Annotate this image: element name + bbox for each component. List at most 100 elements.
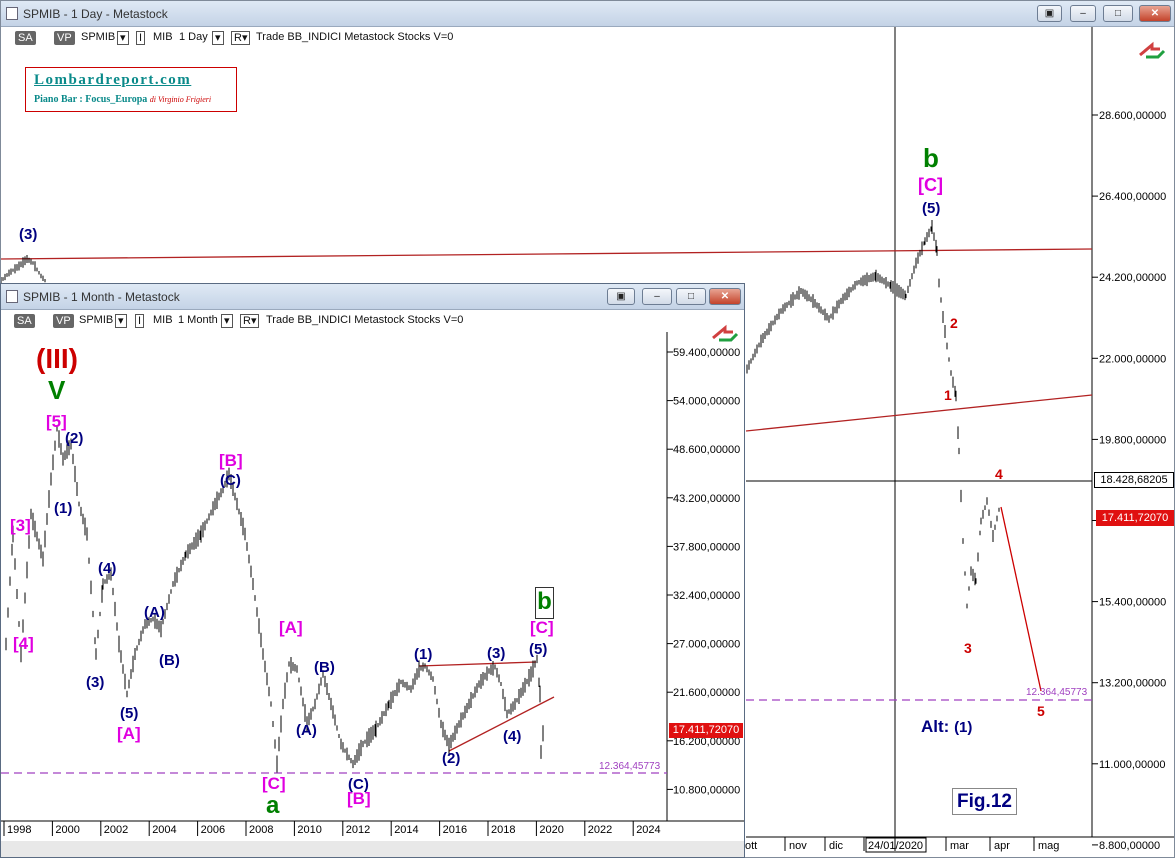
- figure-label: Fig.12: [952, 788, 1017, 815]
- daily-price-tick-label: 11.000,00000: [1099, 759, 1165, 771]
- wave-label-w1: (1): [414, 646, 433, 663]
- close-button-monthly[interactable]: ✕: [709, 288, 741, 305]
- monthly-price-tick-label: 32.400,00000: [673, 590, 740, 602]
- monthly-year-tick-label: 2002: [104, 824, 128, 836]
- daily-date-tick-label: ott: [745, 840, 757, 852]
- symbol-dropdown[interactable]: ▾: [117, 31, 129, 45]
- daily-titlebar[interactable]: SPMIB - 1 Day - Metastock ▣ – □ ✕: [1, 1, 1174, 27]
- close-button[interactable]: ✕: [1139, 5, 1171, 22]
- monthly-year-tick-label: 2012: [346, 824, 370, 836]
- exch-button[interactable]: I: [136, 31, 146, 45]
- r-button-monthly[interactable]: R▾: [240, 314, 260, 328]
- monthly-chart[interactable]: 59.400,00000 54.000,00000 48.600,00000 43.2…: [1, 284, 745, 858]
- toolbar-info: Trade BB_INDICI Metastock Stocks V=0: [256, 31, 454, 43]
- wave-label-bracket-C: [C]: [262, 774, 286, 793]
- wave-label-C2: (C): [348, 776, 369, 793]
- monthly-last-price-box: 17.411,72070: [669, 723, 743, 738]
- wave-label-b-monthly: b: [535, 587, 554, 619]
- target-price-label: 12.364,45773: [1026, 687, 1088, 698]
- restore-icon[interactable]: ▣: [1037, 5, 1062, 22]
- wave-label-b: b: [923, 143, 939, 173]
- symbol-dropdown-monthly[interactable]: ▾: [115, 314, 127, 328]
- wave-label-3: 3: [964, 640, 972, 656]
- wave-label-A1: (A): [144, 604, 165, 621]
- monthly-year-tick-label: 2024: [636, 824, 660, 836]
- daily-date-tick-label: 24/01/2020: [868, 840, 923, 852]
- arrows-icon-monthly[interactable]: [711, 324, 741, 344]
- logo-subtitle: Piano Bar : Focus_Europa di Virginio Fri…: [34, 94, 211, 105]
- wave-label-3-left: (3): [19, 226, 38, 243]
- wave-label-C1: (C): [220, 472, 241, 489]
- logo-subtitle-text: Piano Bar : Focus_Europa: [34, 94, 148, 105]
- monthly-toolbar: SA VP SPMIB ▾ I MIB 1 Month ▾ R▾ Trade B…: [1, 310, 744, 332]
- daily-price-series: [1, 220, 1000, 609]
- wave-label-5-red: 5: [1037, 703, 1045, 719]
- period-dropdown[interactable]: ▾: [212, 31, 224, 45]
- daily-window-title: SPMIB - 1 Day - Metastock: [23, 7, 168, 21]
- daily-price-tick-label: 28.600,00000: [1099, 110, 1166, 122]
- logo-author: di Virginio Frigieri: [149, 95, 212, 104]
- wave-label-w3: (3): [487, 645, 506, 662]
- minimize-button[interactable]: –: [1070, 5, 1096, 22]
- monthly-price-tick-label: 10.800,00000: [673, 784, 740, 796]
- wave-label-bracket-A2: [A]: [279, 618, 303, 637]
- monthly-year-tick-label: 2004: [152, 824, 176, 836]
- monthly-year-tick-label: 2020: [539, 824, 563, 836]
- maximize-button-monthly[interactable]: □: [676, 288, 706, 305]
- app-icon: [6, 7, 18, 20]
- toolbar-info-monthly: Trade BB_INDICI Metastock Stocks V=0: [266, 314, 464, 326]
- daily-price-tick-label: 26.400,00000: [1099, 191, 1166, 203]
- monthly-year-tick-label: 2008: [249, 824, 273, 836]
- vp-button-monthly[interactable]: VP: [53, 314, 74, 328]
- wave-label-p5: (5): [120, 705, 139, 722]
- restore-icon-monthly[interactable]: ▣: [607, 288, 635, 305]
- monthly-year-tick-label: 2000: [55, 824, 79, 836]
- exch-button-monthly[interactable]: I: [135, 314, 145, 328]
- daily-price-tick-label: 22.000,00000: [1099, 353, 1166, 365]
- projection-line: [1000, 506, 1042, 692]
- resistance-line: [1, 248, 1093, 260]
- monthly-price-series: [5, 426, 544, 773]
- monthly-year-ticks: 1998 2000 2002 2004 2006 2008 2010 2012 2014 2016…: [3, 821, 661, 836]
- arrows-icon[interactable]: [1138, 41, 1168, 61]
- wave-label-p4: (4): [98, 560, 117, 577]
- vp-button[interactable]: VP: [54, 31, 75, 45]
- daily-price-ticks: 28.600,00000 26.400,00000 24.200,00000 22.0…: [1092, 110, 1166, 852]
- maximize-button[interactable]: □: [1103, 5, 1133, 22]
- sa-dropdown-monthly[interactable]: SA: [14, 314, 35, 328]
- daily-date-ticks: ott nov dic 24/01/2020 mar apr mag: [740, 837, 1059, 853]
- alt-label: Alt: (1): [921, 717, 972, 737]
- r-button[interactable]: R▾: [231, 31, 251, 45]
- daily-price-tick-label: 19.800,00000: [1099, 434, 1166, 446]
- monthly-titlebar[interactable]: SPMIB - 1 Month - Metastock ▣ – □ ✕: [1, 284, 744, 310]
- wave-label-1: 1: [944, 387, 952, 403]
- wave-label-bracket-A: [A]: [117, 724, 141, 743]
- monthly-upper-line: [418, 661, 537, 667]
- monthly-chart-window[interactable]: SPMIB - 1 Month - Metastock ▣ – □ ✕ SA V…: [0, 283, 745, 858]
- alt-wave: (1): [954, 719, 973, 736]
- lombardreport-logo: Lombardreport.com Piano Bar : Focus_Euro…: [25, 67, 237, 112]
- daily-toolbar: SA VP SPMIB ▾ I MIB 1 Day ▾ R▾ Trade BB_…: [1, 27, 1174, 49]
- horizontal-scrollbar[interactable]: [1, 841, 745, 858]
- wave-label-p3: (3): [86, 674, 105, 691]
- wave-label-bracket-B2: [B]: [347, 789, 371, 808]
- daily-price-tick-label: 24.200,00000: [1099, 272, 1166, 284]
- daily-price-tick-label: 8.800,00000: [1099, 840, 1160, 852]
- logo-site: Lombardreport.com: [34, 72, 192, 88]
- wave-label-A2: (A): [296, 722, 317, 739]
- minimize-button-monthly[interactable]: –: [642, 288, 672, 305]
- exch-label: MIB: [153, 31, 173, 43]
- wave-label-p1: (1): [54, 500, 73, 517]
- exch-label-monthly: MIB: [153, 314, 173, 326]
- wave-label-bracket-3: [3]: [10, 516, 31, 535]
- wave-label-w5: (5): [529, 641, 548, 658]
- daily-date-tick-label: dic: [829, 840, 844, 852]
- monthly-target-label: 12.364,45773: [599, 761, 661, 772]
- daily-date-tick-label: apr: [994, 840, 1010, 852]
- wave-label-a: a: [266, 792, 280, 819]
- wave-label-w2: (2): [442, 750, 461, 767]
- sa-dropdown[interactable]: SA: [15, 31, 36, 45]
- period-dropdown-monthly[interactable]: ▾: [221, 314, 233, 328]
- crosshair-price-box: 18.428,68205: [1094, 472, 1174, 488]
